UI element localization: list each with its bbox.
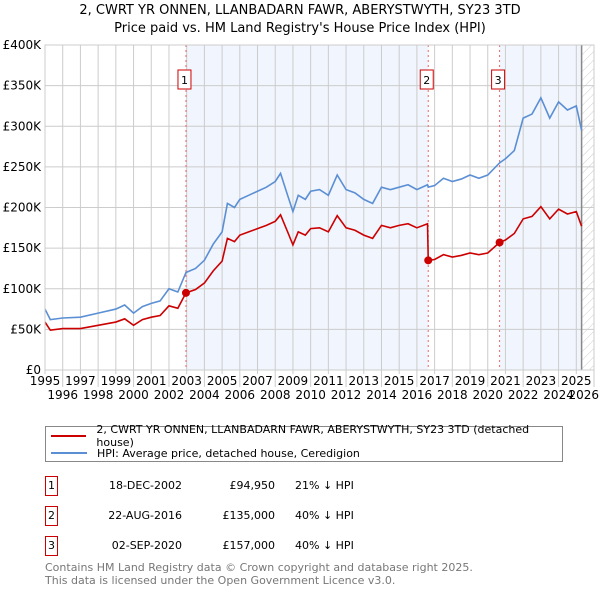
sale-row: 2 22-AUG-2016 £135,000 40% ↓ HPI [45, 506, 445, 526]
sale-date: 18-DEC-2002 [108, 479, 182, 492]
x-tick-label: 2014 [366, 388, 397, 402]
x-tick-label: 2023 [526, 374, 557, 388]
x-tick-label: 2015 [384, 374, 415, 388]
hpi-line [44, 95, 583, 321]
sale-hpi-diff: 40% ↓ HPI [295, 509, 354, 522]
sale-point [495, 238, 504, 247]
y-tick-label: £300K [3, 119, 43, 133]
sale-marker-label: 3 [45, 536, 58, 556]
x-tick-label: 2021 [490, 374, 521, 388]
sale-date: 22-AUG-2016 [108, 509, 182, 522]
legend-swatch-red [51, 435, 87, 437]
x-tick-label: 2011 [313, 374, 344, 388]
y-tick-label: £0 [26, 363, 41, 377]
sale-price: £135,000 [222, 509, 276, 522]
sale-marker-label: 2 [45, 506, 58, 526]
sale-marker-number: 1 [181, 74, 188, 87]
chart-subtitle: Price paid vs. HM Land Registry's House … [114, 21, 486, 36]
x-tick-label: 1995 [30, 374, 61, 388]
x-tick-label: 2004 [189, 388, 220, 402]
sale-row: 3 02-SEP-2020 £157,000 40% ↓ HPI [45, 536, 445, 556]
x-tick-label: 1998 [83, 388, 114, 402]
sale-row: 1 18-DEC-2002 £94,950 21% ↓ HPI [45, 476, 445, 496]
sale-marker-number: 2 [423, 74, 430, 87]
x-tick-label: 2022 [508, 388, 539, 402]
sale-marker-box [419, 69, 434, 90]
sale-price: £157,000 [222, 539, 276, 552]
sale-date: 02-SEP-2020 [111, 539, 182, 552]
sale-marker-label: 1 [45, 476, 58, 496]
sale-hpi-diff: 40% ↓ HPI [295, 539, 354, 552]
x-tick-label: 2017 [419, 374, 450, 388]
x-tick-label: 2026 [568, 388, 599, 402]
property-price-line [44, 205, 583, 332]
x-tick-label: 2007 [242, 374, 273, 388]
sale-marker-number: 3 [495, 74, 502, 87]
legend: 2, CWRT YR ONNEN, LLANBADARN FAWR, ABERY… [45, 423, 563, 462]
y-tick-label: £250K [3, 160, 43, 174]
x-tick-label: 2013 [349, 374, 380, 388]
x-tick-label: 2025 [561, 374, 592, 388]
x-tick-label: 2002 [154, 388, 185, 402]
footer-licence: This data is licensed under the Open Gov… [45, 574, 396, 587]
y-tick-label: £150K [3, 241, 43, 255]
x-tick-label: 2009 [278, 374, 309, 388]
y-tick-label: £50K [10, 322, 42, 336]
legend-label: 2, CWRT YR ONNEN, LLANBADARN FAWR, ABERY… [96, 423, 530, 449]
x-tick-label: 2000 [118, 388, 149, 402]
x-tick-label: 1999 [101, 374, 132, 388]
plot-border [44, 44, 595, 371]
x-tick-label: 2019 [455, 374, 486, 388]
x-tick-label: 1997 [65, 374, 96, 388]
sale-point [424, 256, 433, 265]
x-tick-label: 2012 [331, 388, 362, 402]
x-tick-label: 2003 [171, 374, 202, 388]
x-tick-label: 2016 [402, 388, 433, 402]
y-tick-label: £400K [3, 38, 43, 52]
legend-item-hpi: HPI: Average price, detached house, Cere… [51, 445, 360, 461]
footer-copyright: Contains HM Land Registry data © Crown c… [45, 561, 473, 574]
sale-point [181, 288, 190, 297]
x-tick-label: 2006 [225, 388, 256, 402]
x-tick-label: 2001 [136, 374, 167, 388]
sale-hpi-diff: 21% ↓ HPI [295, 479, 354, 492]
x-tick-label: 1996 [47, 388, 78, 402]
legend-label: HPI: Average price, detached house, Cere… [97, 446, 360, 460]
x-tick-label: 2008 [260, 388, 291, 402]
x-tick-label: 2010 [295, 388, 326, 402]
legend-item-property: 2, CWRT YR ONNEN, LLANBADARN FAWR, ABERY… [51, 423, 562, 449]
x-tick-label: 2024 [543, 388, 574, 402]
price-chart: 1995199619971998199920002001200220032004… [3, 38, 599, 402]
chart-title: 2, CWRT YR ONNEN, LLANBADARN FAWR, ABERY… [79, 3, 521, 18]
y-tick-label: £350K [3, 79, 43, 93]
x-tick-label: 2005 [207, 374, 238, 388]
x-tick-label: 2020 [472, 388, 503, 402]
y-tick-label: £200K [3, 201, 43, 215]
sale-price: £94,950 [229, 479, 276, 492]
x-tick-label: 2018 [437, 388, 468, 402]
sale-marker-box [491, 69, 506, 90]
legend-swatch-blue [51, 452, 87, 454]
y-tick-label: £100K [3, 282, 43, 296]
sale-marker-box [177, 69, 192, 90]
